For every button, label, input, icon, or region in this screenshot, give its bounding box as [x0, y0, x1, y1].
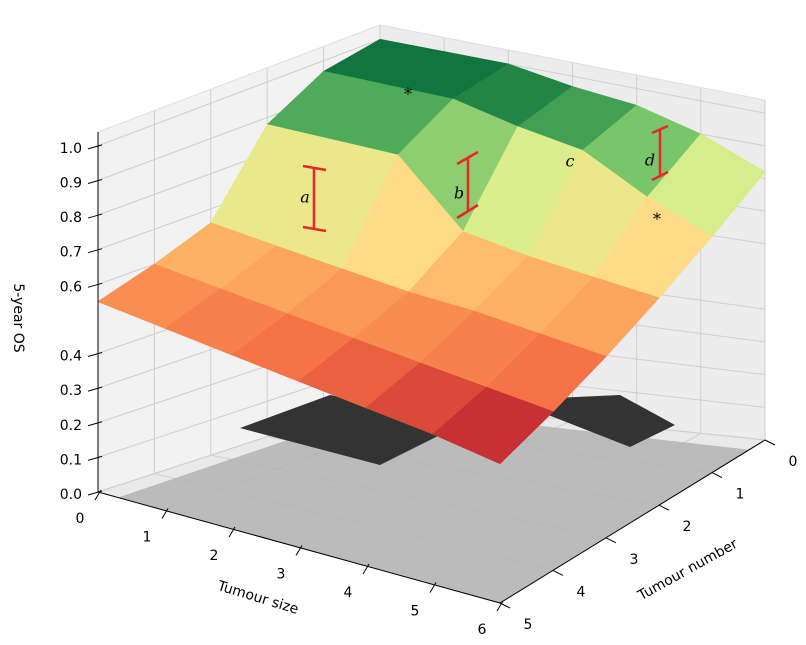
x-axis-label: Tumour size [215, 578, 301, 618]
z-tick-label: 0.8 [60, 210, 82, 226]
base-mesh [118, 407, 750, 603]
x-tick-label: 4 [344, 585, 353, 601]
z-tick [87, 178, 103, 184]
z-tick-label: 0.2 [60, 418, 82, 434]
z-tick [87, 421, 103, 427]
y-tick-label: 5 [524, 617, 533, 633]
x-tick-label: 0 [76, 511, 85, 527]
y-tick-label: 3 [630, 552, 639, 568]
x-tick-label: 3 [277, 567, 286, 583]
x-tick [429, 582, 437, 593]
y-tick-label: 1 [736, 487, 745, 503]
z-tick-label: 0.4 [60, 349, 82, 365]
z-tick [87, 455, 103, 461]
x-axis [97, 491, 501, 604]
x-tick [496, 600, 504, 612]
error-bar [302, 164, 327, 233]
z-tick [87, 282, 103, 288]
x-tick-label: 2 [210, 548, 219, 564]
error-bar [651, 124, 669, 182]
z-tick-label: 0.3 [60, 383, 82, 399]
axes: 0 1 2 3 4 5 6 0 1 2 3 4 5 0.0 0.1 0.2 0.3 0.4 0.6 0.7 0.8 0.9… [60, 132, 798, 638]
y-tick [605, 537, 617, 544]
z-tick [87, 144, 103, 150]
x-tick [228, 526, 236, 538]
z-tick [87, 490, 103, 496]
z-tick [87, 352, 103, 358]
z-tick-label: 0.6 [60, 279, 82, 295]
error-bar [456, 150, 479, 220]
z-tick-label: 0.9 [60, 175, 82, 191]
y-tick-label: 4 [577, 584, 586, 600]
surface [97, 38, 766, 465]
y-tick-label: 2 [683, 519, 692, 535]
annotation: c [566, 152, 575, 171]
surface-patch [432, 386, 554, 465]
y-axis [499, 439, 766, 604]
y-tick [552, 569, 564, 576]
y-tick-label: 0 [789, 454, 798, 470]
annotation: b [454, 184, 464, 203]
annotation: d [645, 151, 655, 170]
z-axis-label: 5-year OS [10, 283, 26, 352]
z-tick-label: 1.0 [60, 141, 82, 157]
z-tick [87, 386, 103, 392]
x-tick-label: 1 [143, 530, 152, 546]
y-axis-label: Tumour number [635, 536, 741, 605]
z-tick [87, 213, 103, 219]
x-tick-label: 6 [478, 622, 487, 638]
annotation: * [653, 210, 661, 229]
x-tick [295, 545, 303, 556]
annotation: * [404, 85, 412, 104]
y-tick [764, 439, 776, 446]
z-tick-label: 0.1 [60, 452, 82, 468]
y-tick [499, 602, 511, 609]
y-tick [658, 504, 670, 511]
annotation: a [300, 188, 310, 207]
x-tick [161, 508, 169, 519]
z-tick-label: 0.7 [60, 245, 82, 261]
z-tick-label: 0.0 [60, 487, 82, 503]
x-tick-label: 5 [411, 604, 420, 620]
x-tick [362, 563, 370, 575]
error-bars [302, 124, 669, 233]
y-tick [711, 472, 723, 479]
z-tick [87, 248, 103, 254]
